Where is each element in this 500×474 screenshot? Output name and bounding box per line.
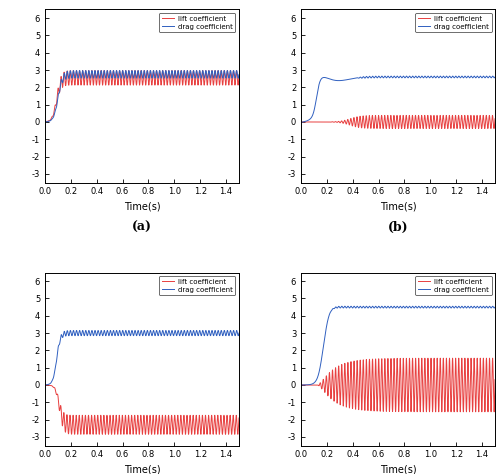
lift coefficient (42, 119, 48, 125)
lift coefficient (236, 73, 242, 79)
Legend: lift coefficient, drag coefficient: lift coefficient, drag coefficient (159, 276, 236, 295)
drag coefficient (186, 72, 192, 77)
lift coefficient (187, 414, 193, 420)
Line: lift coefficient: lift coefficient (45, 71, 239, 122)
Legend: lift coefficient, drag coefficient: lift coefficient, drag coefficient (415, 276, 492, 295)
X-axis label: Time(s): Time(s) (124, 202, 160, 212)
drag coefficient (168, 72, 174, 78)
lift coefficient (414, 124, 420, 130)
lift coefficient (168, 74, 174, 80)
lift coefficient (116, 70, 122, 76)
drag coefficient (372, 304, 378, 310)
lift coefficient (334, 379, 340, 385)
X-axis label: Time(s): Time(s) (380, 465, 416, 474)
drag coefficient (372, 74, 378, 80)
lift coefficient (42, 382, 48, 388)
lift coefficient (77, 74, 83, 80)
lift coefficient (372, 114, 378, 119)
drag coefficient (236, 72, 242, 77)
Line: drag coefficient: drag coefficient (45, 71, 239, 122)
Line: drag coefficient: drag coefficient (301, 306, 495, 385)
drag coefficient (298, 119, 304, 125)
Text: (a): (a) (132, 220, 152, 234)
lift coefficient (424, 117, 430, 123)
lift coefficient (158, 427, 164, 432)
X-axis label: Time(s): Time(s) (124, 465, 160, 474)
Legend: lift coefficient, drag coefficient: lift coefficient, drag coefficient (415, 13, 492, 32)
drag coefficient (424, 304, 430, 310)
Line: lift coefficient: lift coefficient (45, 385, 239, 434)
drag coefficient (116, 70, 122, 75)
lift coefficient (492, 377, 498, 383)
drag coefficient (492, 74, 498, 80)
drag coefficient (443, 74, 449, 80)
lift coefficient (452, 112, 458, 118)
lift coefficient (186, 73, 192, 78)
lift coefficient (424, 382, 430, 387)
drag coefficient (42, 382, 48, 388)
lift coefficient (168, 416, 174, 421)
Line: drag coefficient: drag coefficient (45, 330, 239, 385)
lift coefficient (490, 356, 496, 361)
drag coefficient (158, 75, 164, 81)
drag coefficient (443, 304, 449, 310)
Line: lift coefficient: lift coefficient (301, 358, 495, 412)
drag coefficient (334, 304, 340, 310)
drag coefficient (202, 75, 207, 81)
drag coefficient (186, 330, 192, 336)
lift coefficient (414, 407, 420, 412)
lift coefficient (202, 426, 207, 431)
lift coefficient (458, 123, 464, 128)
drag coefficient (334, 78, 340, 83)
lift coefficient (116, 413, 122, 419)
lift coefficient (443, 375, 449, 381)
drag coefficient (203, 328, 209, 333)
lift coefficient (236, 415, 242, 421)
drag coefficient (424, 74, 430, 80)
lift coefficient (485, 409, 491, 415)
drag coefficient (116, 329, 122, 335)
lift coefficient (457, 126, 463, 131)
drag coefficient (492, 304, 498, 310)
drag coefficient (77, 70, 83, 76)
drag coefficient (298, 382, 304, 388)
drag coefficient (202, 333, 207, 338)
lift coefficient (158, 82, 164, 87)
drag coefficient (414, 305, 420, 311)
drag coefficient (158, 333, 164, 338)
drag coefficient (458, 75, 464, 81)
lift coefficient (372, 366, 378, 372)
lift coefficient (298, 119, 304, 125)
drag coefficient (459, 73, 465, 79)
X-axis label: Time(s): Time(s) (380, 202, 416, 212)
drag coefficient (236, 330, 242, 336)
lift coefficient (492, 116, 498, 122)
Line: drag coefficient: drag coefficient (301, 76, 495, 122)
drag coefficient (342, 303, 348, 309)
Text: (b): (b) (388, 220, 408, 234)
Line: lift coefficient: lift coefficient (301, 115, 495, 128)
lift coefficient (458, 406, 464, 411)
drag coefficient (168, 331, 174, 337)
drag coefficient (77, 329, 83, 335)
drag coefficient (414, 75, 420, 81)
lift coefficient (202, 81, 207, 87)
lift coefficient (228, 68, 234, 73)
lift coefficient (334, 119, 340, 125)
drag coefficient (458, 305, 464, 311)
lift coefficient (93, 431, 99, 437)
lift coefficient (298, 382, 304, 388)
drag coefficient (42, 119, 48, 125)
lift coefficient (443, 116, 449, 121)
lift coefficient (77, 426, 83, 432)
Legend: lift coefficient, drag coefficient: lift coefficient, drag coefficient (159, 13, 236, 32)
drag coefficient (203, 68, 209, 73)
